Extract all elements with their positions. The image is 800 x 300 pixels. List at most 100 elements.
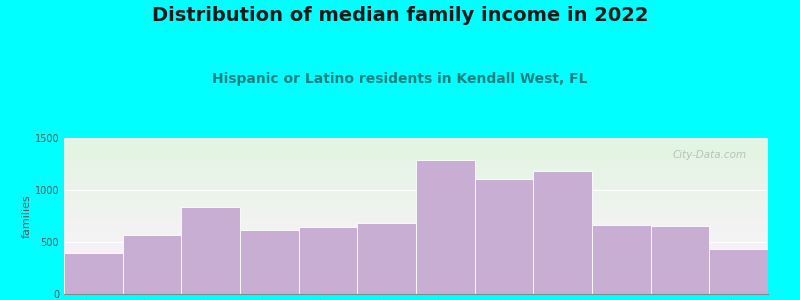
Bar bbox=[64, 194, 768, 196]
Bar bbox=[64, 281, 768, 283]
Bar bbox=[64, 151, 768, 152]
Bar bbox=[64, 200, 768, 202]
Bar bbox=[710, 249, 768, 294]
Bar bbox=[64, 269, 768, 271]
Bar bbox=[64, 199, 768, 200]
Bar bbox=[64, 163, 768, 164]
Bar bbox=[64, 154, 768, 155]
Text: Distribution of median family income in 2022: Distribution of median family income in … bbox=[152, 6, 648, 25]
Bar bbox=[64, 147, 768, 149]
Bar bbox=[592, 225, 650, 294]
Bar bbox=[64, 140, 768, 141]
Bar bbox=[64, 255, 768, 256]
Bar bbox=[64, 177, 768, 178]
Bar bbox=[64, 289, 768, 291]
Bar bbox=[64, 291, 768, 292]
Bar bbox=[64, 250, 768, 252]
Bar bbox=[64, 196, 768, 197]
Bar bbox=[64, 213, 768, 214]
Bar bbox=[64, 190, 768, 191]
Bar bbox=[64, 264, 768, 266]
Bar bbox=[64, 254, 122, 294]
Bar bbox=[64, 233, 768, 235]
Bar bbox=[64, 239, 768, 241]
Bar bbox=[64, 247, 768, 249]
Bar bbox=[64, 235, 768, 236]
Bar bbox=[64, 278, 768, 280]
Text: Hispanic or Latino residents in Kendall West, FL: Hispanic or Latino residents in Kendall … bbox=[212, 72, 588, 86]
Bar bbox=[64, 155, 768, 157]
Bar bbox=[64, 178, 768, 180]
Bar bbox=[64, 254, 768, 255]
Bar bbox=[64, 218, 768, 219]
Bar bbox=[534, 171, 592, 294]
Bar bbox=[240, 230, 298, 294]
Bar bbox=[64, 252, 768, 254]
Text: City-Data.com: City-Data.com bbox=[673, 151, 747, 160]
Bar bbox=[416, 160, 474, 294]
Bar bbox=[64, 202, 768, 203]
Bar bbox=[122, 235, 182, 294]
Bar bbox=[64, 185, 768, 186]
Bar bbox=[182, 207, 240, 294]
Y-axis label: families: families bbox=[22, 194, 32, 238]
Bar bbox=[64, 186, 768, 188]
Bar bbox=[64, 157, 768, 158]
Bar bbox=[64, 160, 768, 161]
Bar bbox=[64, 193, 768, 194]
Bar bbox=[64, 260, 768, 261]
Bar bbox=[64, 238, 768, 239]
Bar bbox=[64, 180, 768, 182]
Bar bbox=[358, 223, 416, 294]
Bar bbox=[64, 149, 768, 151]
Bar bbox=[64, 285, 768, 286]
Bar bbox=[64, 222, 768, 224]
Bar bbox=[64, 277, 768, 278]
Bar bbox=[64, 275, 768, 277]
Bar bbox=[64, 268, 768, 269]
Bar bbox=[64, 214, 768, 216]
Bar bbox=[64, 219, 768, 221]
Bar bbox=[64, 224, 768, 225]
Bar bbox=[64, 286, 768, 288]
Bar bbox=[64, 221, 768, 222]
Bar bbox=[64, 205, 768, 207]
Bar bbox=[64, 229, 768, 230]
Bar bbox=[64, 236, 768, 238]
Bar bbox=[64, 144, 768, 146]
Bar bbox=[64, 183, 768, 185]
Bar bbox=[64, 230, 768, 232]
Bar bbox=[64, 210, 768, 211]
Bar bbox=[64, 141, 768, 143]
Bar bbox=[64, 207, 768, 208]
Bar bbox=[64, 261, 768, 263]
Bar bbox=[64, 292, 768, 294]
Bar bbox=[64, 246, 768, 247]
Bar bbox=[64, 225, 768, 227]
Bar bbox=[64, 242, 768, 244]
Bar bbox=[64, 161, 768, 163]
Bar bbox=[64, 280, 768, 281]
Bar bbox=[64, 208, 768, 210]
Bar bbox=[64, 232, 768, 233]
Bar bbox=[64, 138, 768, 140]
Bar bbox=[64, 283, 768, 285]
Bar bbox=[64, 256, 768, 258]
Bar bbox=[64, 211, 768, 213]
Bar bbox=[64, 241, 768, 242]
Bar bbox=[64, 266, 768, 268]
Bar bbox=[64, 244, 768, 246]
Bar bbox=[64, 172, 768, 174]
Bar bbox=[64, 174, 768, 176]
Bar bbox=[64, 168, 768, 169]
Bar bbox=[64, 182, 768, 183]
Bar bbox=[64, 258, 768, 260]
Bar bbox=[64, 227, 768, 229]
Bar bbox=[64, 166, 768, 168]
Bar bbox=[298, 227, 358, 294]
Bar bbox=[64, 216, 768, 218]
Bar bbox=[64, 263, 768, 264]
Bar bbox=[64, 158, 768, 160]
Bar bbox=[64, 288, 768, 289]
Bar bbox=[64, 203, 768, 205]
